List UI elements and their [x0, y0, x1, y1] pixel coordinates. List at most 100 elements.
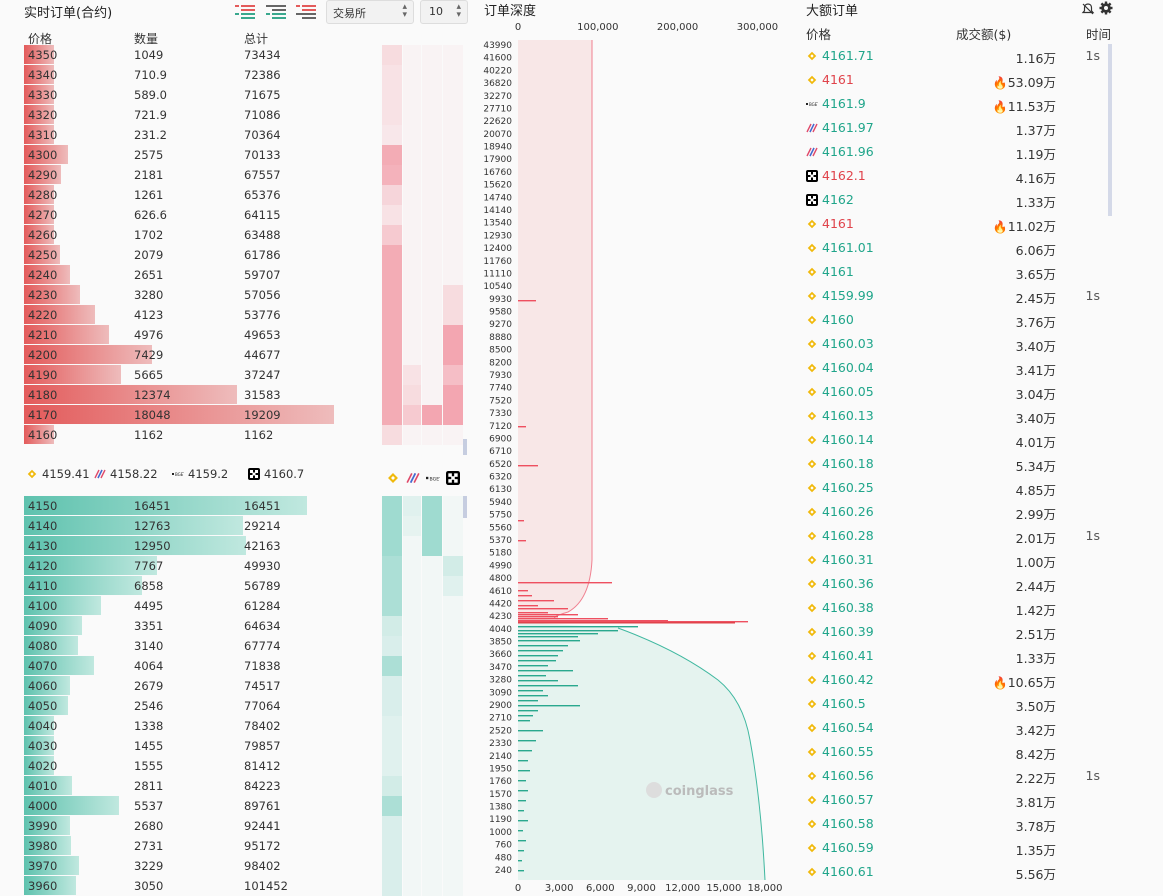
ask-row[interactable]: 4350 1049 73434 [24, 45, 470, 65]
big-order-price: 4160.56 [822, 768, 874, 783]
big-order-row[interactable]: 4160.54 3.42万 [806, 716, 1126, 740]
bid-row[interactable]: 4080 3140 67774 [24, 636, 470, 656]
ask-row[interactable]: 4320 721.9 71086 [24, 105, 470, 125]
binance-icon [807, 291, 817, 301]
big-order-row[interactable]: 4161.97 1.37万 [806, 116, 1126, 140]
big-order-row[interactable]: 4160.36 2.44万 [806, 572, 1126, 596]
ask-row[interactable]: 4230 3280 57056 [24, 285, 470, 305]
big-order-row[interactable]: 4160.56 2.22万 1s [806, 764, 1126, 788]
ask-row[interactable]: 4270 626.6 64115 [24, 205, 470, 225]
bid-row[interactable]: 3960 3050 101452 [24, 876, 470, 896]
big-order-row[interactable]: 4162.1 4.16万 [806, 164, 1126, 188]
big-order-row[interactable]: 4160.18 5.34万 [806, 452, 1126, 476]
ask-row[interactable]: 4250 2079 61786 [24, 245, 470, 265]
exchange-heat-cell [422, 385, 442, 405]
row-price: 3970 [28, 859, 58, 873]
big-order-row[interactable]: 4160.41 1.33万 [806, 644, 1126, 668]
bid-row[interactable]: 4000 5537 89761 [24, 796, 470, 816]
big-order-row[interactable]: 4160.39 2.51万 [806, 620, 1126, 644]
big-order-row[interactable]: 4161.96 1.19万 [806, 140, 1126, 164]
big-order-row[interactable]: 4161 🔥53.09万 [806, 68, 1126, 92]
bid-row[interactable]: 4090 3351 64634 [24, 616, 470, 636]
ask-row[interactable]: 4220 4123 53776 [24, 305, 470, 325]
exchange-heat-cell [382, 616, 402, 636]
ask-row[interactable]: 4190 5665 37247 [24, 365, 470, 385]
bid-row[interactable]: 4060 2679 74517 [24, 676, 470, 696]
big-order-row[interactable]: 4160.59 1.35万 [806, 836, 1126, 860]
big-order-row[interactable]: 4161.71 1.16万 1s [806, 44, 1126, 68]
big-orders-panel: 大额订单 价格 成交额($) 时间 4161.71 1.16万 1s 4161 🔥53.… [800, 0, 1163, 894]
bids-only-view-icon[interactable] [266, 4, 288, 20]
bid-row[interactable]: 4010 2811 84223 [24, 776, 470, 796]
ask-row[interactable]: 4210 4976 49653 [24, 325, 470, 345]
big-order-row[interactable]: 4162 1.33万 [806, 188, 1126, 212]
bid-row[interactable]: 4140 12763 29214 [24, 516, 470, 536]
both-sides-view-icon[interactable] [235, 4, 257, 20]
ask-row[interactable]: 4300 2575 70133 [24, 145, 470, 165]
bids-scroll-indicator[interactable] [463, 496, 467, 518]
bid-row[interactable]: 4040 1338 78402 [24, 716, 470, 736]
bid-row[interactable]: 4070 4064 71838 [24, 656, 470, 676]
ask-row[interactable]: 4260 1702 63488 [24, 225, 470, 245]
bid-row[interactable]: 3990 2680 92441 [24, 816, 470, 836]
asks-only-view-icon[interactable] [296, 4, 318, 20]
big-order-row[interactable]: 4160.04 3.41万 [806, 356, 1126, 380]
big-order-row[interactable]: 4160.5 3.50万 [806, 692, 1126, 716]
big-order-price-cell: 4162 [806, 192, 854, 207]
bid-row[interactable]: 4020 1555 81412 [24, 756, 470, 776]
bid-row[interactable]: 4110 6858 56789 [24, 576, 470, 596]
big-order-row[interactable]: BGET 4161.9 🔥11.53万 [806, 92, 1126, 116]
gear-icon[interactable] [1099, 1, 1113, 15]
big-order-row[interactable]: 4160.38 1.42万 [806, 596, 1126, 620]
depth-select[interactable]: 10 ▴ ▾ [420, 0, 468, 24]
ask-row[interactable]: 4170 18048 19209 [24, 405, 470, 425]
big-order-row[interactable]: 4160.55 8.42万 [806, 740, 1126, 764]
big-order-row[interactable]: 4161 3.65万 [806, 260, 1126, 284]
big-order-row[interactable]: 4161 🔥11.02万 [806, 212, 1126, 236]
bid-row[interactable]: 4030 1455 79857 [24, 736, 470, 756]
ask-row[interactable]: 4310 231.2 70364 [24, 125, 470, 145]
bid-row[interactable]: 3970 3229 98402 [24, 856, 470, 876]
bid-row[interactable]: 4150 16451 16451 [24, 496, 470, 516]
big-orders-scrollbar[interactable] [1108, 44, 1112, 216]
bid-depth-bar [518, 780, 526, 782]
price-axis-tick: 1000 [489, 828, 512, 838]
big-order-row[interactable]: 4160.13 3.40万 [806, 404, 1126, 428]
big-order-row[interactable]: 4160.14 4.01万 [806, 428, 1126, 452]
ask-row[interactable]: 4200 7429 44677 [24, 345, 470, 365]
bid-row[interactable]: 4130 12950 42163 [24, 536, 470, 556]
asks-scroll-indicator[interactable] [463, 439, 467, 455]
ask-depth-bar [518, 612, 548, 614]
big-order-row[interactable]: 4160 3.76万 [806, 308, 1126, 332]
big-order-row[interactable]: 4160.05 3.04万 [806, 380, 1126, 404]
ask-row[interactable]: 4330 589.0 71675 [24, 85, 470, 105]
big-order-row[interactable]: 4160.03 3.40万 [806, 332, 1126, 356]
exchange-heat-cell [443, 85, 463, 105]
big-order-row[interactable]: 4160.42 🔥10.65万 [806, 668, 1126, 692]
bell-off-icon[interactable] [1081, 2, 1095, 16]
ask-row[interactable]: 4280 1261 65376 [24, 185, 470, 205]
ask-row[interactable]: 4160 1162 1162 [24, 425, 470, 445]
bid-row[interactable]: 4120 7767 49930 [24, 556, 470, 576]
exchange-select[interactable]: 交易所 ▴ ▾ [326, 0, 414, 24]
bid-row[interactable]: 4100 4495 61284 [24, 596, 470, 616]
big-order-price-cell: 4160 [806, 312, 854, 327]
big-order-row[interactable]: 4160.61 5.56万 [806, 860, 1126, 884]
big-order-row[interactable]: 4160.26 2.99万 [806, 500, 1126, 524]
bottom-axis-tick: 6,000 [586, 883, 615, 894]
big-order-row[interactable]: 4160.25 4.85万 [806, 476, 1126, 500]
exchange-heat-cell [382, 305, 402, 325]
big-order-row[interactable]: 4160.31 1.00万 [806, 548, 1126, 572]
bid-row[interactable]: 3980 2731 95172 [24, 836, 470, 856]
big-order-row[interactable]: 4160.57 3.81万 [806, 788, 1126, 812]
ask-row[interactable]: 4240 2651 59707 [24, 265, 470, 285]
big-order-row[interactable]: 4160.58 3.78万 [806, 812, 1126, 836]
ask-row[interactable]: 4180 12374 31583 [24, 385, 470, 405]
big-order-row[interactable]: 4159.99 2.45万 1s [806, 284, 1126, 308]
big-order-price-cell: 4160.57 [806, 792, 874, 807]
big-order-row[interactable]: 4160.28 2.01万 1s [806, 524, 1126, 548]
ask-row[interactable]: 4340 710.9 72386 [24, 65, 470, 85]
ask-row[interactable]: 4290 2181 67557 [24, 165, 470, 185]
big-order-row[interactable]: 4161.01 6.06万 [806, 236, 1126, 260]
bid-row[interactable]: 4050 2546 77064 [24, 696, 470, 716]
